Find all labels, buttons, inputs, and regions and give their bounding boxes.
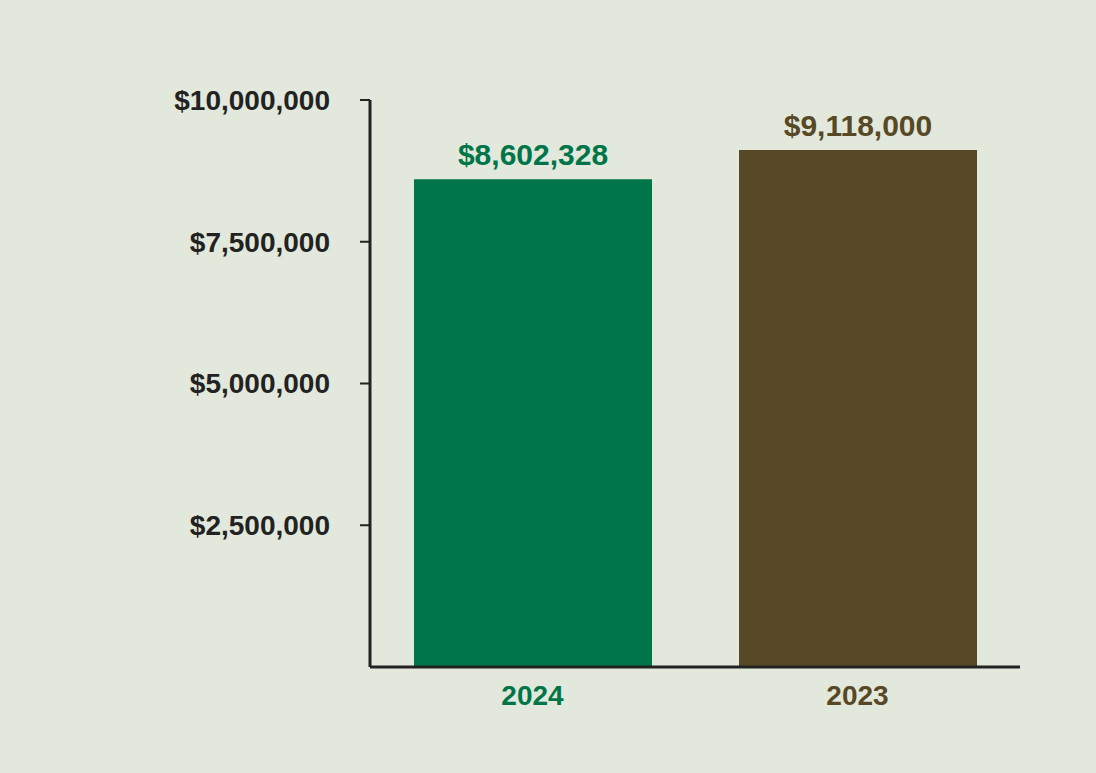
svg-text:2023: 2023 bbox=[826, 680, 888, 711]
svg-text:$10,000,000: $10,000,000 bbox=[174, 85, 330, 116]
svg-text:$8,602,328: $8,602,328 bbox=[458, 138, 608, 171]
svg-text:$7,500,000: $7,500,000 bbox=[190, 227, 330, 258]
svg-text:2024: 2024 bbox=[501, 680, 564, 711]
svg-text:$9,118,000: $9,118,000 bbox=[784, 109, 933, 142]
svg-text:$5,000,000: $5,000,000 bbox=[190, 368, 330, 399]
svg-text:$2,500,000: $2,500,000 bbox=[190, 510, 330, 541]
